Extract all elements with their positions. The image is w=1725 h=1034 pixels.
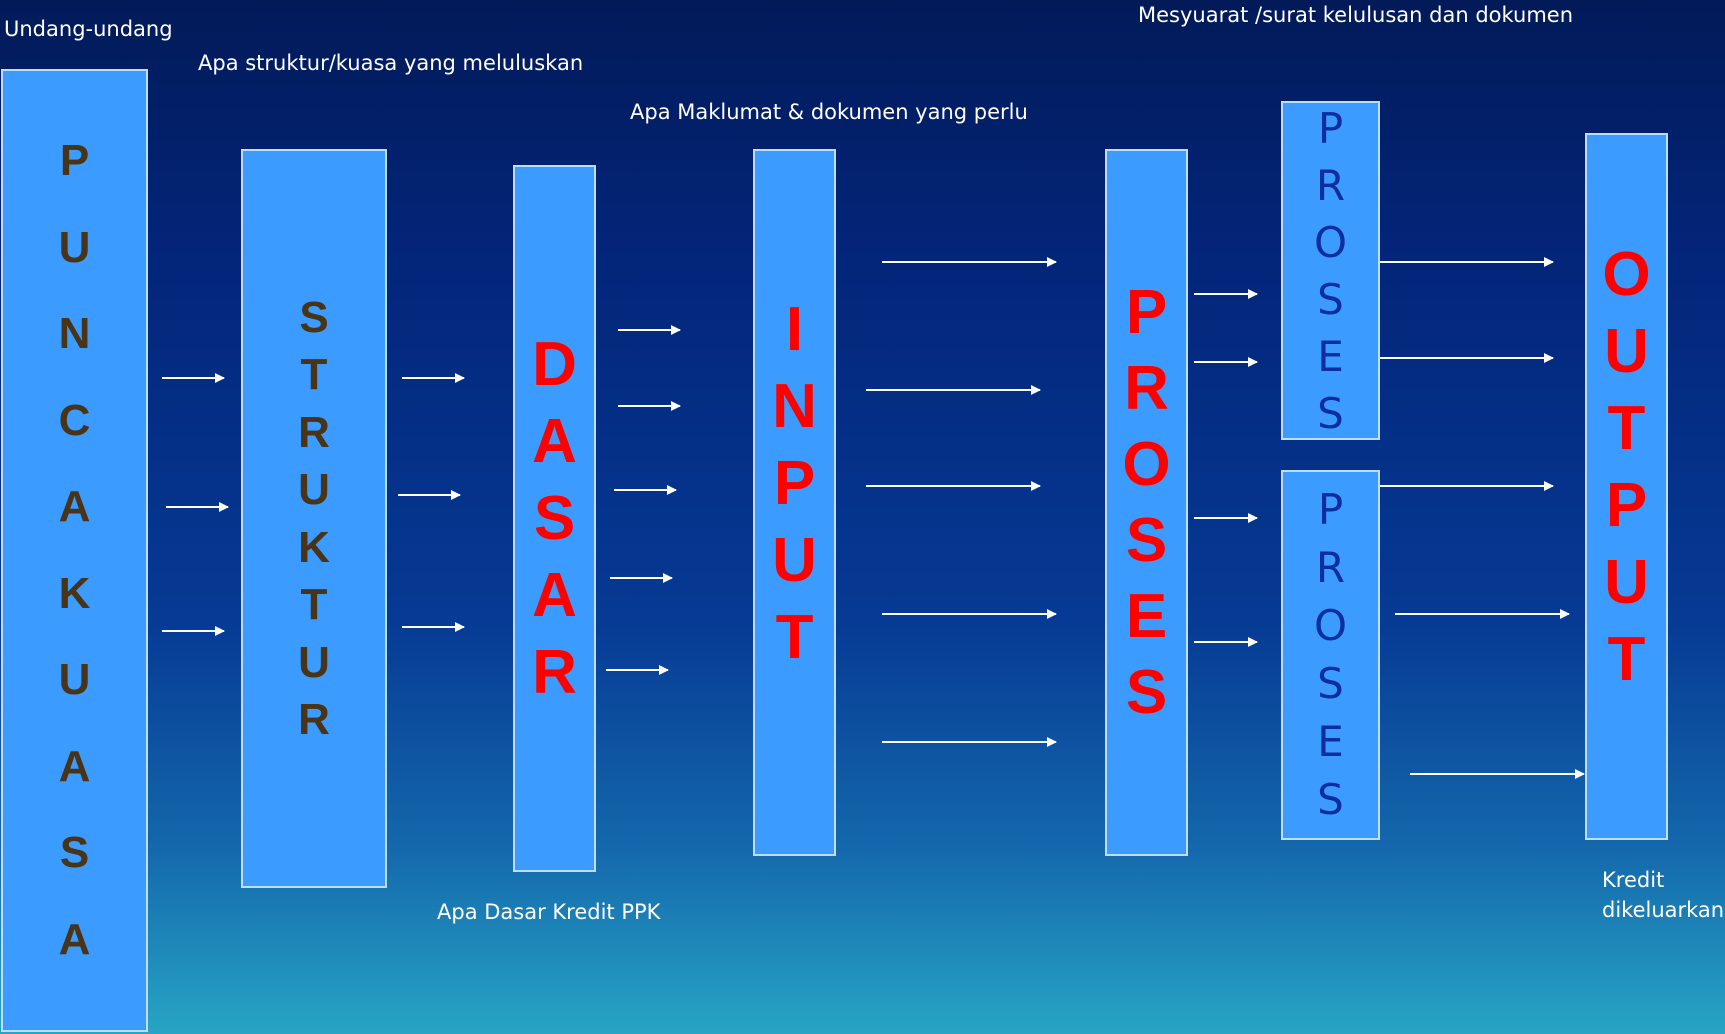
letter: P bbox=[773, 449, 816, 518]
letter: E bbox=[1317, 331, 1344, 381]
caption-struktur-question: Apa struktur/kuasa yang meluluskan bbox=[198, 51, 584, 75]
letter: N bbox=[772, 372, 817, 441]
letter: P bbox=[1317, 103, 1344, 153]
letter: S bbox=[1125, 505, 1168, 575]
letter: E bbox=[1317, 717, 1344, 766]
letter: R bbox=[1124, 353, 1169, 423]
letter: P bbox=[59, 136, 90, 185]
letter: P bbox=[1125, 277, 1168, 347]
letter: T bbox=[300, 350, 328, 399]
letter: S bbox=[299, 292, 329, 342]
letter: U bbox=[58, 655, 91, 704]
letter: N bbox=[58, 309, 91, 358]
caption-maklumat-question: Apa Maklumat & dokumen yang perlu bbox=[630, 100, 1028, 124]
letter: T bbox=[1607, 393, 1646, 463]
letter: S bbox=[1317, 274, 1344, 324]
letter: P bbox=[1317, 485, 1344, 534]
caption-kredit-line2: dikeluarkan bbox=[1602, 898, 1725, 923]
letter: T bbox=[1607, 624, 1646, 694]
letter: A bbox=[532, 561, 577, 630]
caption-kredit-dikeluarkan: Kredit dikeluarkan bbox=[1602, 865, 1724, 926]
letter: O bbox=[1602, 239, 1651, 309]
letter: T bbox=[300, 580, 328, 629]
letter: S bbox=[1317, 388, 1344, 438]
letter: S bbox=[533, 484, 576, 553]
letter: U bbox=[1604, 547, 1649, 617]
letter: O bbox=[1122, 429, 1171, 499]
letter: D bbox=[532, 330, 577, 399]
letter: K bbox=[58, 568, 91, 618]
letter: A bbox=[58, 741, 91, 791]
letter: R bbox=[1315, 160, 1346, 210]
caption-dasar-question: Apa Dasar Kredit PPK bbox=[437, 900, 661, 924]
letter: S bbox=[1317, 775, 1344, 824]
letter: A bbox=[58, 914, 91, 964]
letter: A bbox=[532, 407, 577, 476]
letter: R bbox=[298, 407, 330, 457]
letter: U bbox=[772, 526, 817, 595]
letter: E bbox=[1125, 581, 1168, 651]
letter: O bbox=[1313, 217, 1348, 267]
caption-mesyuarat: Mesyuarat /surat kelulusan dan dokumen bbox=[1138, 3, 1574, 27]
letter: R bbox=[532, 638, 577, 707]
letter: S bbox=[1317, 659, 1344, 708]
letter: U bbox=[58, 222, 91, 272]
letter: O bbox=[1313, 601, 1348, 650]
letter: U bbox=[298, 637, 330, 687]
letter: P bbox=[1605, 470, 1648, 540]
letter: U bbox=[1604, 316, 1649, 386]
letter: A bbox=[58, 482, 91, 531]
letter: R bbox=[1315, 543, 1346, 592]
letter: S bbox=[59, 828, 90, 877]
caption-undang-undang: Undang-undang bbox=[4, 17, 173, 41]
letter: S bbox=[1125, 657, 1168, 727]
letter: R bbox=[298, 695, 330, 744]
caption-kredit-line1: Kredit bbox=[1602, 868, 1665, 892]
letter: T bbox=[775, 603, 814, 672]
letter: U bbox=[298, 465, 330, 514]
letter: I bbox=[785, 295, 804, 364]
letter: C bbox=[58, 395, 91, 445]
letter: K bbox=[298, 522, 330, 572]
